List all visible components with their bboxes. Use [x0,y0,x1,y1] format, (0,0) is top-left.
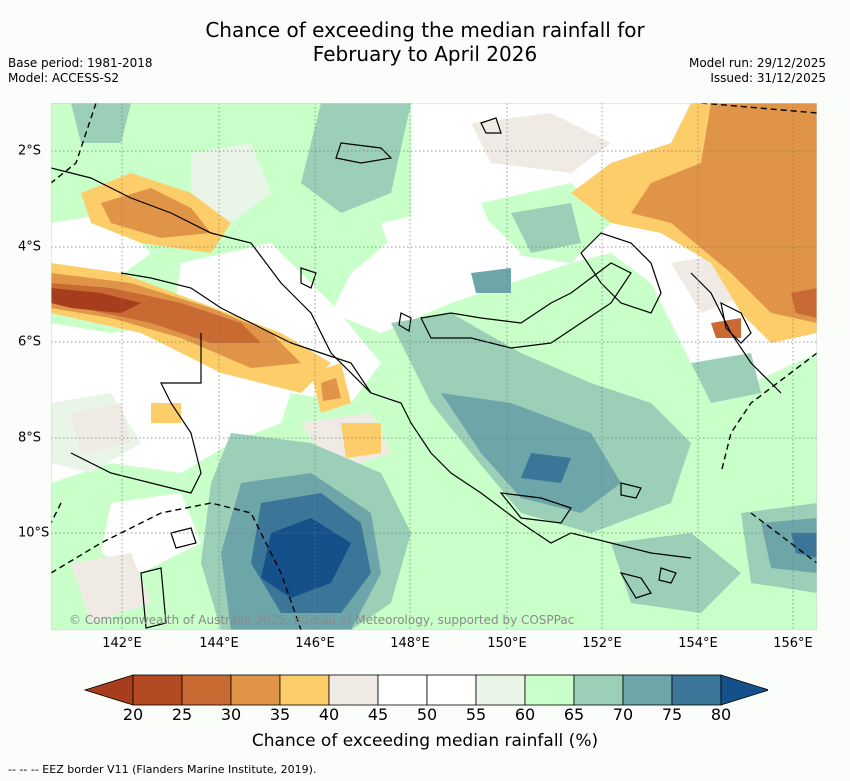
copyright-text: © Commonwealth of Australia 2025, Bureau… [69,613,574,627]
title-line-1: Chance of exceeding the median rainfall … [205,18,645,42]
rainfall-map: © Commonwealth of Australia 2025, Bureau… [51,103,817,630]
x-tick-label: 142°E [102,636,142,651]
colorbar-cell [573,674,624,706]
issued-date: Issued: 31/12/2025 [710,71,826,85]
colorbar-tick-label: 70 [612,705,634,724]
colorbar-tick-label: 40 [318,705,340,724]
colorbar-extend-low [84,674,134,706]
region-above-80 [261,518,351,598]
colorbar-cell [377,674,428,706]
y-tick-label: 10°S [18,525,50,541]
x-tick-label: 152°E [582,636,622,651]
model-run: Model run: 29/12/2025 [688,56,826,70]
eez-footer-note: -- -- -- EEZ border V11 (Flanders Marine… [8,763,317,776]
colorbar-tick-label: 50 [416,705,438,724]
colorbar-cell [671,674,722,706]
colorbar-extend-high [720,674,768,706]
y-tick-label: 2°S [18,143,42,159]
x-tick-label: 146°E [295,636,335,651]
model-name: Model: ACCESS-S2 [8,71,120,85]
y-tick-label: 4°S [18,239,42,255]
colorbar-cell [622,674,673,706]
colorbar-cell [230,674,281,706]
colorbar-cells [84,674,768,706]
colorbar-tick-label: 75 [661,705,683,724]
colorbar-tick-label: 25 [171,705,193,724]
coastlines [51,117,782,629]
x-tick-label: 154°E [678,636,718,651]
colorbar [84,674,768,706]
eez-border [51,103,817,630]
colorbar-cell [426,674,477,706]
colorbar-cell [181,674,232,706]
colorbar-cell [328,674,379,706]
chart-title: Chance of exceeding the median rainfall … [0,18,850,66]
metadata-left: Base period: 1981-2018 Model: ACCESS-S2 [8,56,153,86]
colorbar-tick-label: 45 [367,705,389,724]
colorbar-cell [524,674,575,706]
colorbar-cell [132,674,183,706]
y-tick-label: 6°S [18,334,42,350]
x-tick-label: 148°E [390,636,430,651]
colorbar-tick-label: 60 [514,705,536,724]
x-tick-label: 144°E [199,636,239,651]
base-period: Base period: 1981-2018 [8,56,153,70]
x-tick-label: 156°E [773,636,813,651]
metadata-right: Model run: 29/12/2025 Issued: 31/12/2025 [689,56,826,86]
colorbar-tick-label: 55 [465,705,487,724]
colorbar-cell [279,674,330,706]
colorbar-tick-label: 30 [220,705,242,724]
x-tick-label: 150°E [487,636,527,651]
colorbar-tick-label: 35 [269,705,291,724]
region-20-25 [51,288,141,313]
colorbar-title: Chance of exceeding median rainfall (%) [251,731,599,751]
title-line-2: February to April 2026 [312,42,538,66]
y-tick-label: 8°S [18,430,42,446]
colorbar-tick-label: 20 [122,705,144,724]
colorbar-cell [475,674,526,706]
colorbar-tick-label: 80 [710,705,732,724]
colorbar-tick-label: 65 [563,705,585,724]
